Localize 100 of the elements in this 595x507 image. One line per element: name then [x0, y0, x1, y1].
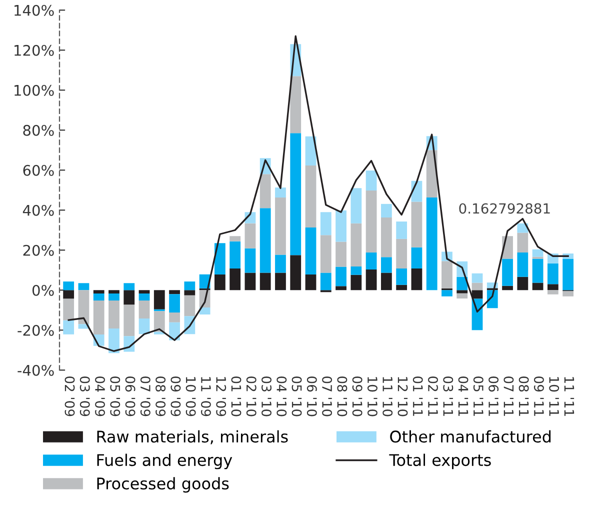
- bar: [532, 258, 544, 283]
- bar: [154, 311, 165, 332]
- bar: [138, 300, 150, 319]
- x-tick-label: 03 '11: [443, 376, 454, 416]
- bar: [320, 272, 332, 290]
- bar: [366, 170, 377, 191]
- bar: [108, 294, 120, 301]
- x-tick-label: 11 '11: [564, 377, 574, 416]
- bar: [63, 320, 74, 334]
- bar: [547, 284, 558, 290]
- bar: [547, 263, 558, 284]
- bar: [502, 258, 513, 286]
- bar: [472, 273, 483, 283]
- bar: [562, 291, 574, 296]
- x-tick-label: 01 '11: [412, 376, 423, 416]
- y-tick-label: -40%: [18, 364, 54, 376]
- bar: [138, 294, 150, 301]
- bar: [517, 276, 528, 290]
- x-tick-label: 01 '10: [231, 376, 242, 416]
- bar: [108, 328, 120, 354]
- x-tick-label: 07 '09: [140, 376, 150, 416]
- x-tick-label: 04 '10: [276, 376, 287, 416]
- bar: [456, 276, 468, 290]
- bar: [366, 270, 377, 290]
- bar: [78, 290, 90, 324]
- bar: [547, 290, 558, 294]
- bar: [108, 300, 120, 329]
- x-tick-label: 02 '09: [64, 376, 75, 416]
- bar: [275, 198, 286, 255]
- bar: [169, 294, 180, 313]
- bar: [275, 254, 286, 273]
- bar: [275, 272, 286, 290]
- x-tick-label: 07 '10: [322, 376, 332, 416]
- bar: [305, 166, 316, 228]
- bar: [290, 76, 302, 134]
- bar: [336, 210, 346, 242]
- line-series: [68, 35, 569, 352]
- y-tick-label: 40%: [22, 204, 54, 216]
- y-tick-label: -20%: [18, 324, 54, 336]
- bar: [350, 274, 362, 290]
- bar: [442, 290, 452, 296]
- y-tick-label: 140%: [14, 4, 54, 16]
- x-tick-label: 04 '11: [458, 376, 468, 416]
- y-tick-label: 20%: [23, 244, 54, 256]
- bar: [230, 268, 241, 290]
- bar: [184, 290, 196, 296]
- bar: [124, 304, 135, 336]
- legend-label: Other manufactured: [390, 430, 551, 443]
- bar: [396, 238, 408, 269]
- bar: [63, 282, 74, 290]
- bar: [63, 290, 74, 299]
- annotation: 0.162792881: [459, 203, 550, 214]
- bar: [336, 286, 346, 290]
- bar: [199, 308, 210, 315]
- bar: [275, 188, 286, 198]
- x-tick-label: 10 '09: [186, 377, 196, 416]
- bar: [260, 174, 271, 208]
- y-tick-label: 100%: [14, 84, 54, 96]
- bar: [138, 290, 150, 294]
- bar: [366, 252, 377, 270]
- x-tick-label: 10 '11: [549, 377, 560, 416]
- x-tick-label: 09 '11: [534, 376, 544, 416]
- x-tick-label: 10 '10: [367, 377, 378, 416]
- y-tick-label: 80%: [23, 124, 54, 136]
- y-tick-label: 60%: [23, 164, 54, 176]
- bar: [93, 290, 104, 294]
- bar: [502, 286, 513, 290]
- bar: [380, 257, 392, 273]
- bar: [184, 282, 196, 290]
- bar: [320, 212, 332, 236]
- bar: [244, 272, 256, 290]
- bar: [124, 283, 135, 290]
- bar: [290, 133, 302, 256]
- bar: [350, 266, 362, 275]
- x-tick-label: 04 '09: [95, 376, 106, 416]
- bar: [214, 243, 226, 275]
- bar: [108, 290, 120, 294]
- bar: [184, 295, 196, 316]
- legend-label: Processed goods: [97, 477, 229, 493]
- bar: [411, 202, 422, 248]
- x-tick-label: 03 '10: [262, 376, 272, 416]
- x-tick-label: 07 '11: [504, 376, 514, 416]
- bar: [230, 236, 241, 242]
- bar: [456, 293, 468, 299]
- bar: [260, 208, 271, 273]
- bar: [320, 235, 332, 273]
- bar: [411, 247, 422, 269]
- bar: [154, 290, 165, 310]
- y-tick-label: 0%: [32, 284, 54, 296]
- x-tick-label: 06 '10: [306, 376, 317, 416]
- bar: [517, 232, 528, 253]
- x-tick-label: 05 '10: [292, 376, 302, 416]
- x-tick-label: 09 '09: [170, 376, 181, 416]
- legend-label: Raw materials, minerals: [97, 430, 288, 444]
- x-tick-label: 06 '11: [488, 376, 499, 416]
- x-tick-label: 06 '09: [125, 376, 136, 416]
- legend-label: Fuels and energy: [97, 454, 232, 470]
- bar: [426, 198, 438, 290]
- bar: [532, 282, 544, 290]
- x-tick-label: 08 '11: [518, 376, 529, 416]
